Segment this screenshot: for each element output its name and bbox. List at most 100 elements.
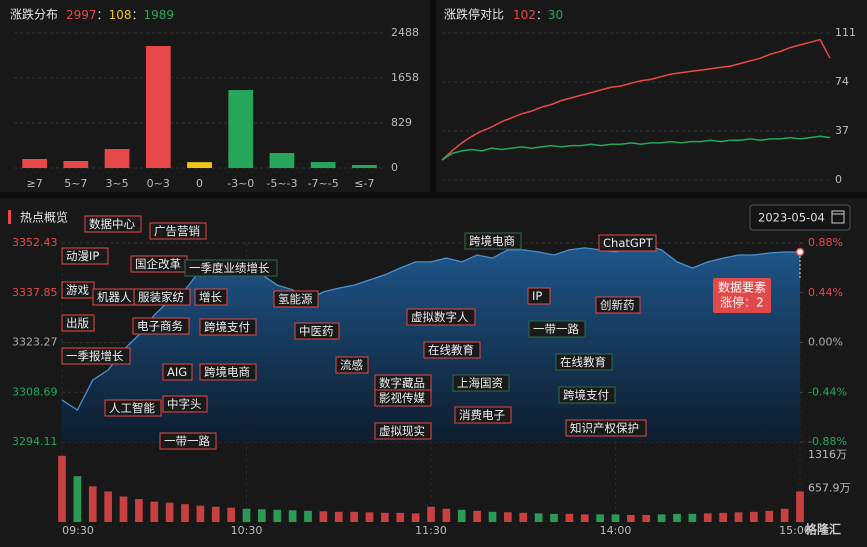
hotspot-box: [273, 290, 319, 308]
volume-bar: [734, 512, 743, 522]
volume-bar: [304, 510, 312, 522]
volume-bar: [196, 505, 205, 522]
hotspot-tag: 一季报增长: [61, 347, 131, 365]
x-tick-label: 3~5: [105, 177, 128, 190]
hotspot-box: [199, 363, 257, 381]
panel-limit: [436, 0, 867, 192]
volume-bar: [627, 514, 635, 522]
volume-bar: [211, 506, 220, 522]
hotspot-tag: 影视传媒: [374, 389, 432, 407]
x-tick-label: -7~-5: [308, 177, 339, 190]
x-tick-label: ≤-7: [354, 177, 374, 190]
x-tick-label: 10:30: [231, 524, 263, 537]
y-tick-label: 1658: [391, 71, 419, 84]
hotspot-box: [162, 363, 193, 381]
volume-bar: [227, 507, 235, 522]
hotspot-tag: IP: [527, 287, 551, 305]
volume-bar: [796, 491, 804, 522]
date-box[interactable]: [749, 204, 851, 231]
hotspot-tag: 机器人: [92, 288, 138, 306]
hotspot-label: 一季度业绩增长: [189, 261, 270, 275]
hotspot-label: 在线教育: [560, 355, 606, 369]
volume-bar: [703, 513, 712, 522]
hotspot-tag: 一带一路: [528, 320, 586, 338]
hotspot-label: 一季报增长: [66, 349, 124, 363]
hotspot-label: 服装家纺: [138, 290, 184, 304]
hotspot-label: 动漫IP: [66, 249, 99, 263]
volume-bar: [688, 513, 697, 522]
date-text[interactable]: 2023-05-04: [758, 211, 825, 225]
hotspot-tag: ChatGPT: [598, 234, 657, 252]
volume-bar: [442, 508, 451, 522]
y2-tick-label: 0.00%: [808, 336, 843, 349]
hotspot-label: 出版: [66, 316, 89, 330]
volume-bar: [565, 513, 574, 522]
summary: 102：30: [513, 8, 563, 22]
calendar-icon[interactable]: [831, 210, 845, 224]
hotspot-label: 上海国资: [457, 376, 503, 390]
volume-bar: [334, 511, 343, 522]
hotspot-box: [565, 419, 647, 437]
y2-tick-label: 0.44%: [808, 286, 843, 299]
hotspot-box: [452, 374, 510, 392]
volume-bar: [550, 513, 558, 522]
y-tick-label: 0: [835, 173, 842, 186]
volume-bar: [319, 511, 328, 522]
hotspot-tag: 广告营销: [149, 222, 207, 240]
hotspot-label: 虚拟数字人: [411, 310, 469, 324]
x-tick-label: 11:30: [415, 524, 447, 537]
x-tick-label: ≥7: [27, 177, 43, 190]
hotspot-box: [423, 341, 481, 359]
volume-bar: [411, 513, 420, 522]
y2-tick-label: -0.88%: [808, 435, 847, 448]
hotspot-tag: 动漫IP: [61, 247, 109, 265]
volume-bar: [719, 512, 727, 522]
hotspot-label: 在线教育: [428, 343, 474, 357]
volume-bar: [457, 509, 466, 522]
hotspot-label: 跨境支付: [204, 320, 250, 334]
hotspot-tag: 一季度业绩增长: [184, 259, 278, 277]
date-picker[interactable]: 2023-05-04: [749, 204, 851, 231]
hotspot-tag: 服装家纺: [133, 288, 191, 306]
highlight-title: 数据要素: [718, 280, 766, 295]
volume-bar: [165, 502, 174, 522]
y-tick-label: 3308.69: [12, 385, 58, 398]
hotspot-tag: 游戏: [61, 281, 95, 299]
hotspot-tag: 知识产权保护: [565, 419, 647, 437]
hotspot-label: 游戏: [66, 283, 89, 297]
hotspot-tag: 在线教育: [555, 353, 613, 371]
hotspot-tag: 电子商务: [132, 317, 190, 335]
volume-bar: [365, 512, 374, 522]
bar: [22, 158, 47, 168]
bar: [145, 46, 171, 168]
volume-bar: [750, 511, 758, 522]
hotspot-box: [454, 406, 512, 424]
volume-tick-label: 657.9万: [808, 482, 851, 495]
hotspot-tag: 创新药: [595, 296, 641, 314]
hotspot-box: [598, 234, 657, 252]
hotspot-box: [294, 322, 340, 340]
title-marker: [8, 210, 11, 224]
volume-bar: [611, 514, 620, 522]
hotspot-tag: 人工智能: [104, 399, 162, 417]
hotspot-tag: 流感: [335, 356, 369, 374]
hotspot-label: 一带一路: [164, 434, 210, 448]
hotspot-box: [555, 353, 613, 371]
hotspot-box: [199, 318, 257, 336]
bar: [63, 161, 89, 168]
hotspot-box: [61, 347, 131, 365]
y-tick-label: 3337.85: [12, 286, 58, 299]
hotspot-tag: 上海国资: [452, 374, 510, 392]
hotspot-label: 中字头: [167, 397, 202, 411]
x-tick-label: -5~-3: [266, 177, 297, 190]
hotspot-box: [184, 259, 278, 277]
hotspot-box: [527, 287, 551, 305]
line: [441, 135, 831, 161]
volume-bar: [181, 504, 189, 522]
hotspot-label: 流感: [340, 358, 363, 372]
volume-bar: [396, 512, 405, 522]
panel-title: 热点概览: [20, 210, 68, 225]
hotspot-box: [374, 389, 432, 407]
hotspot-box: [159, 432, 217, 450]
